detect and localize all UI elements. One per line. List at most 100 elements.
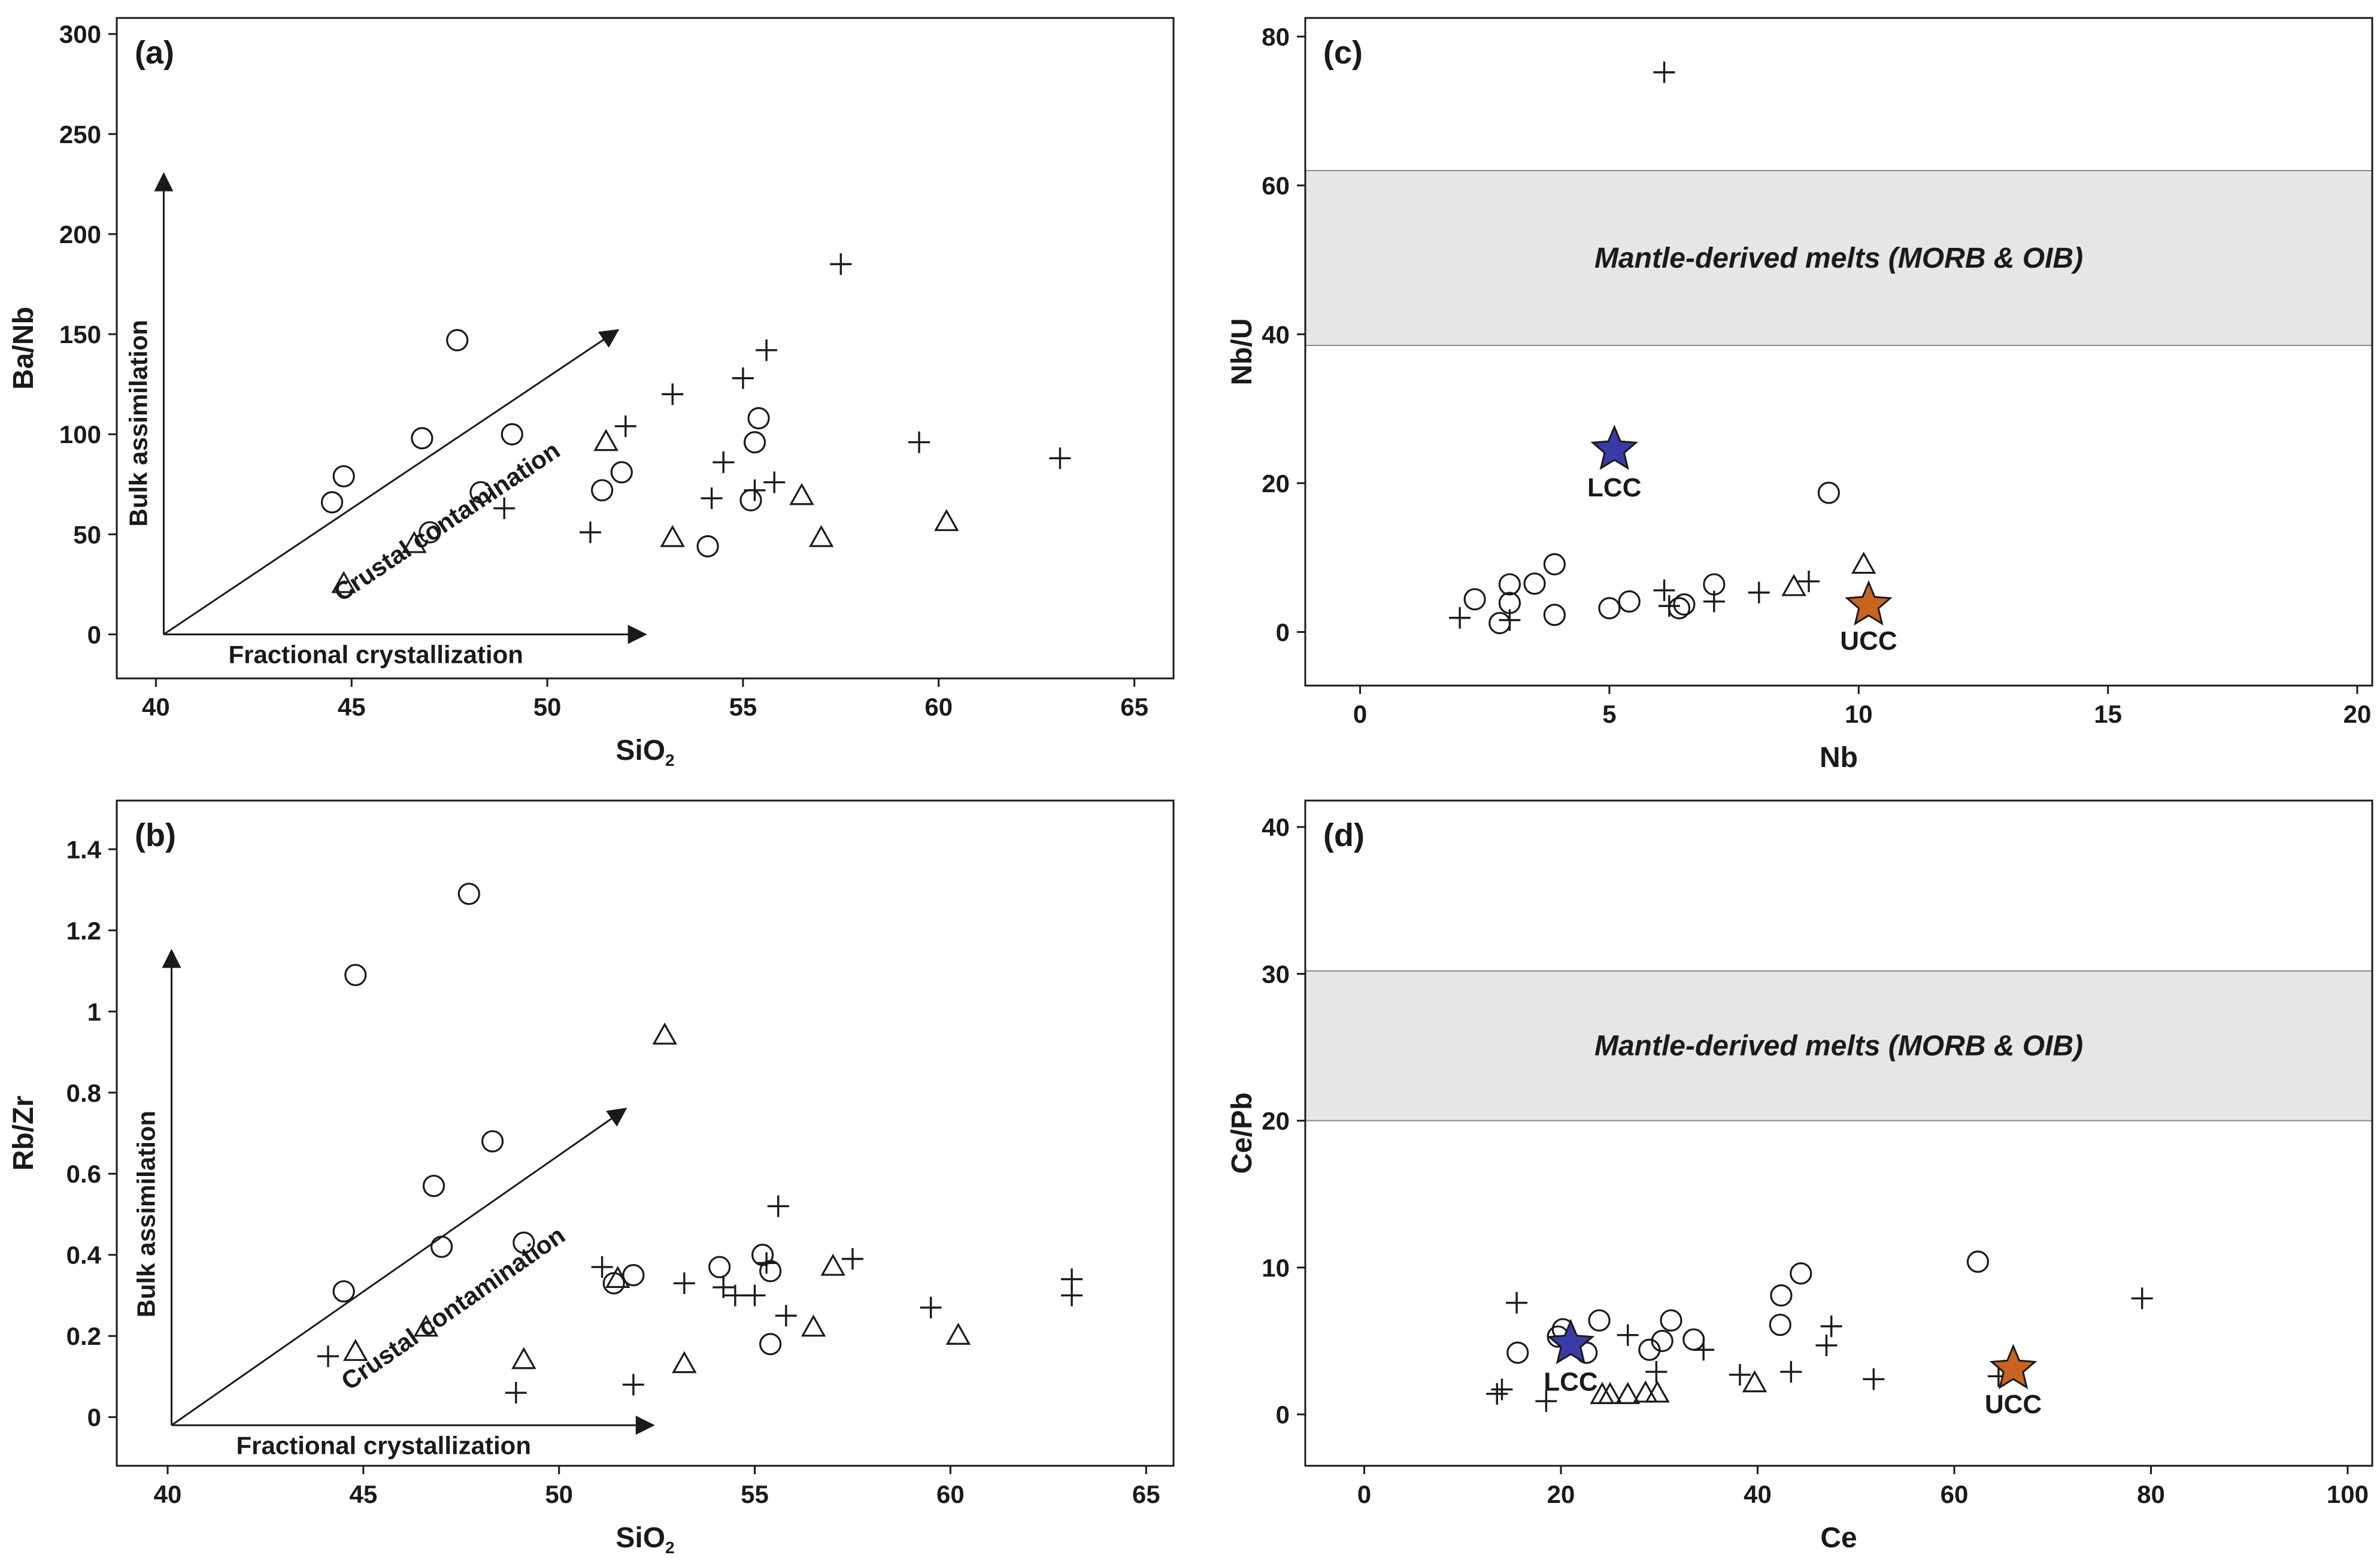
point-plus [713,1276,735,1298]
panel-label: (b) [135,817,176,853]
point-plus [920,1296,942,1318]
y-tick-label: 40 [1262,813,1290,841]
point-plus [767,1195,789,1217]
y-tick-label: 80 [1262,23,1290,51]
x-axis-title: SiO2 [616,735,674,769]
point-circle [759,1333,782,1356]
chart-c: Mantle-derived melts (MORB & OIB) 0 5 10 15 2… [1226,17,2373,774]
y-tick-label: 200 [59,220,101,248]
y-tick-label: 0 [87,1404,101,1432]
point-plus [744,1284,766,1307]
panel-label: (d) [1323,817,1365,853]
y-tick-label: 0.4 [66,1241,102,1269]
y-axis-title: Rb/Zr [8,1096,40,1171]
point-triangle [945,1322,971,1345]
point-plus [701,487,723,510]
point-circle [320,491,344,514]
x-tick-label: 20 [1547,1480,1575,1508]
point-circle [1498,573,1521,596]
point-circle [743,431,766,454]
point-plus [579,522,601,544]
panel-label: (a) [135,35,174,71]
point-plus [841,1248,863,1270]
x-axis-title-main: SiO [616,1522,665,1554]
plot-frame [116,17,1175,680]
point-circle [1817,481,1840,504]
point-plus [591,1256,613,1278]
point-circle [759,1260,782,1283]
x-tick-label: 40 [142,693,170,721]
point-circle [1770,1284,1793,1307]
point-plus [1486,1383,1508,1405]
y-tick-label: 150 [59,320,101,348]
x-tick-label: 50 [533,693,562,721]
point-circle [610,461,633,484]
y-tick-label: 30 [1262,960,1290,988]
point-plus [1061,1268,1083,1290]
point-circle [344,963,367,986]
point-plus [1506,1292,1528,1314]
point-triangle [789,483,814,505]
y-tick-label: 20 [1262,469,1290,498]
point-circle [430,1235,453,1258]
fractional-crystallization-label: Fractional crystallization [237,1431,531,1459]
point-plus [673,1272,695,1295]
point-circle [457,883,480,905]
x-axis-title-subscript: 2 [665,751,675,769]
point-triangle [331,571,356,593]
point-triangle [1781,574,1806,596]
point-circle [1673,593,1696,616]
point-plus [908,431,930,453]
point-circle [1598,597,1621,620]
mantle-band [1305,971,2372,1121]
x-axis-title: Ce [1820,1522,1857,1554]
lcc-label: LCC [1544,1367,1597,1396]
point-circle [1966,1250,1989,1273]
point-circle [419,521,441,544]
point-triangle [652,1022,677,1045]
point-plus [1449,607,1471,629]
x-tick-label: 65 [1120,693,1148,721]
point-triangle [1645,1380,1670,1403]
point-triangle [1615,1382,1641,1404]
ucc-star [1989,1344,2038,1390]
y-tick-label: 40 [1262,320,1290,348]
point-triangle [511,1347,536,1369]
y-tick-label: 0.2 [66,1322,101,1350]
x-tick-label: 5 [1602,700,1616,728]
bulk-assimilation-label: Bulk assimilation [124,320,152,526]
x-axis-title: Nb [1820,742,1858,774]
point-circle [1523,572,1546,595]
x-tick-label: 80 [2137,1480,2165,1508]
y-tick-label: 20 [1262,1107,1290,1135]
x-axis-title-main: Ce [1820,1522,1857,1554]
point-plus [317,1345,339,1368]
point-circle [1463,588,1486,611]
x-tick-label: 10 [1845,700,1873,728]
point-plus [614,415,636,437]
x-tick-label: 55 [741,1480,769,1508]
point-triangle [1851,551,1876,574]
point-triangle [672,1351,697,1374]
x-tick-label: 20 [2343,700,2372,728]
point-circle [1506,1341,1529,1364]
point-circle [1638,1338,1661,1361]
point-triangle [1742,1370,1767,1393]
point-circle [708,1256,731,1278]
point-plus [662,383,684,405]
mantle-band-label: Mantle-derived melts (MORB & OIB) [1594,1030,2083,1062]
plot-frame [116,799,1175,1467]
point-plus [1658,595,1680,617]
point-circle [332,1280,355,1303]
point-triangle [1597,1382,1623,1404]
point-circle [1660,1309,1682,1332]
point-plus [1693,1339,1715,1361]
point-plus [763,471,786,493]
chart-b: 40 45 50 55 60 65 0 0.2 0.4 0.6 0.8 1 1.2 1.4 SiO2 Rb/Z… [8,799,1175,1557]
point-triangle [808,525,834,547]
point-circle [422,1174,445,1198]
point-circle [1618,590,1641,613]
point-plus [1863,1368,1885,1390]
point-triangle [1633,1380,1659,1403]
point-circle [501,423,523,445]
